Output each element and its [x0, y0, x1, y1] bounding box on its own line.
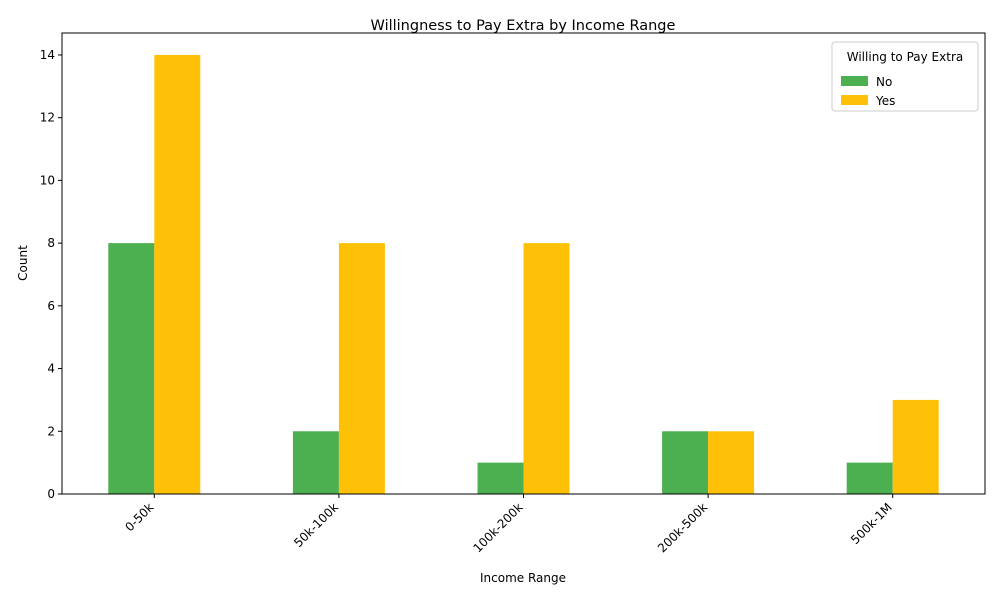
x-tick-label: 100k-200k	[470, 500, 525, 555]
x-tick-label: 0-50k	[122, 500, 156, 534]
x-tick-label: 500k-1M	[848, 500, 895, 547]
y-tick-label: 10	[40, 173, 55, 187]
bar-no-1	[292, 431, 339, 494]
bar-yes-3	[708, 431, 755, 494]
bar-no-4	[846, 462, 893, 494]
y-axis: 0 2 4 6 8 10 12 14	[40, 48, 62, 501]
bar-no-0	[108, 243, 155, 494]
legend-title: Willing to Pay Extra	[847, 50, 963, 64]
y-axis-label: Count	[16, 245, 30, 281]
x-tick-label: 200k-500k	[655, 500, 710, 555]
y-tick-label: 12	[40, 111, 55, 125]
legend-label-no: No	[876, 75, 892, 89]
y-tick-label: 8	[47, 236, 55, 250]
x-axis-label: Income Range	[480, 571, 566, 585]
legend: Willing to Pay Extra No Yes	[831, 41, 979, 112]
y-tick-label: 4	[47, 362, 55, 376]
legend-label-yes: Yes	[875, 94, 895, 108]
y-tick-label: 6	[47, 299, 55, 313]
legend-box	[831, 41, 979, 112]
legend-entries: No Yes	[841, 75, 895, 108]
bar-yes-1	[338, 243, 385, 494]
bar-yes-2	[523, 243, 570, 494]
plot-area	[108, 54, 939, 494]
chart-title: Willingness to Pay Extra by Income Range	[371, 18, 676, 34]
legend-swatch-no	[841, 76, 868, 86]
bar-no-2	[477, 462, 524, 494]
bar-yes-4	[892, 399, 939, 494]
y-tick-label: 2	[47, 424, 55, 438]
x-axis: 0-50k 50k-100k 100k-200k 200k-500k 500k-1M	[122, 494, 895, 555]
bar-no-3	[662, 431, 709, 494]
bar-yes-0	[154, 54, 201, 494]
legend-swatch-yes	[841, 95, 868, 105]
y-tick-label: 14	[40, 48, 55, 62]
y-tick-label: 0	[47, 487, 55, 501]
x-tick-label: 50k-100k	[291, 500, 341, 550]
